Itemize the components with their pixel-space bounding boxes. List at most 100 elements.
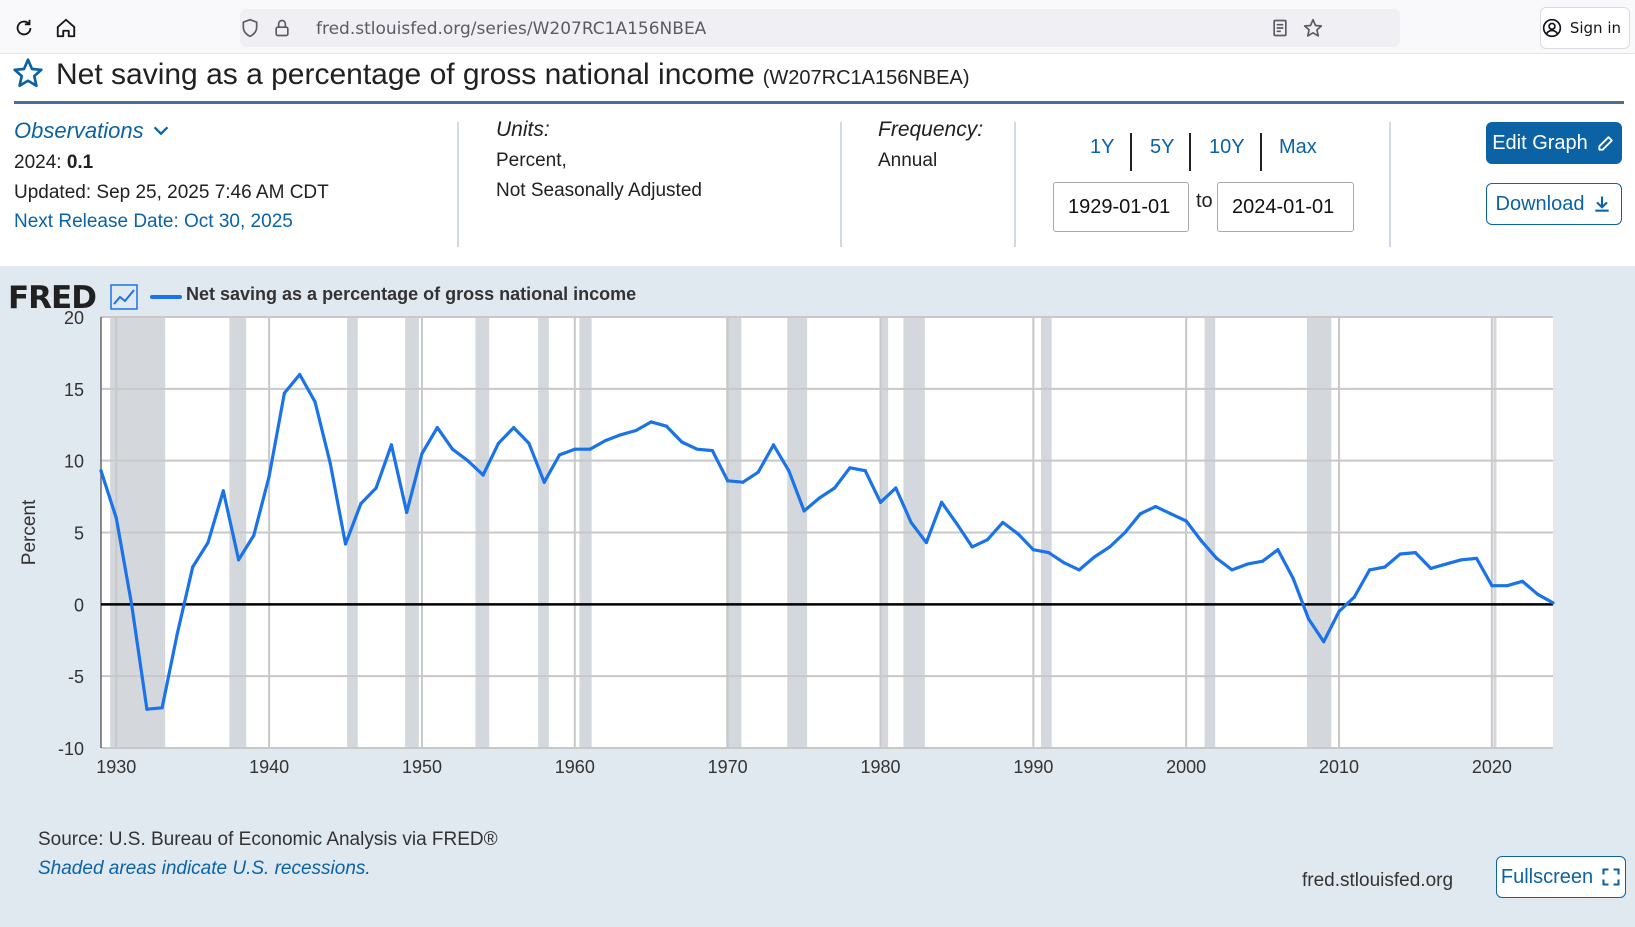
data-point — [1154, 505, 1158, 509]
data-point — [206, 540, 210, 545]
data-point — [878, 500, 883, 504]
home-icon[interactable] — [52, 14, 80, 42]
lock-icon[interactable] — [272, 18, 292, 38]
next-release-link[interactable]: Next Release Date: Oct 30, 2025 — [14, 211, 293, 232]
data-point — [466, 459, 470, 463]
data-point — [848, 466, 852, 470]
data-point — [99, 469, 103, 473]
data-point — [1536, 592, 1540, 596]
data-point — [863, 469, 867, 473]
data-point — [649, 420, 653, 424]
fullscreen-button[interactable]: Fullscreen — [1496, 856, 1626, 898]
reload-icon[interactable] — [10, 14, 38, 42]
data-point — [1108, 545, 1112, 549]
data-point — [756, 470, 760, 474]
legend-swatch — [150, 295, 182, 299]
data-point — [1383, 565, 1387, 569]
favorite-star-icon[interactable] — [12, 57, 44, 94]
data-point — [909, 520, 913, 525]
latest-year: 2024: — [14, 152, 62, 173]
data-point — [695, 447, 699, 451]
data-point — [1551, 601, 1555, 605]
data-point — [435, 426, 439, 430]
data-point — [894, 486, 898, 490]
data-point — [145, 707, 149, 711]
download-label: Download — [1495, 192, 1585, 215]
divider — [1389, 122, 1391, 247]
data-point — [221, 489, 225, 493]
data-point — [512, 426, 516, 430]
url-text: fred.stlouisfed.org/series/W207RC1A156NB… — [316, 19, 707, 39]
sign-in-button[interactable]: Sign in — [1540, 7, 1630, 49]
range-1y-button[interactable]: 1Y — [1090, 136, 1115, 158]
range-10y-button[interactable]: 10Y — [1209, 136, 1245, 158]
address-bar[interactable]: fred.stlouisfed.org/series/W207RC1A156NB… — [240, 9, 1400, 47]
y-tick-label: 15 — [64, 380, 84, 400]
latest-observation: 2024: 0.1 — [14, 152, 329, 174]
data-point — [420, 451, 424, 456]
data-point — [664, 424, 669, 428]
chevron-down-icon — [153, 126, 168, 136]
data-point — [1352, 595, 1356, 599]
data-point — [160, 706, 164, 710]
data-point — [343, 542, 348, 546]
data-point — [634, 428, 638, 433]
x-tick-label: 2010 — [1319, 757, 1359, 777]
data-point — [787, 469, 791, 473]
data-point — [588, 447, 592, 451]
range-5y-button[interactable]: 5Y — [1150, 136, 1175, 158]
data-point — [940, 500, 944, 504]
data-point — [741, 480, 745, 484]
data-point — [1398, 552, 1402, 556]
data-point — [771, 443, 776, 447]
frequency-value: Annual — [878, 150, 938, 171]
data-point — [726, 479, 730, 483]
data-point — [1429, 566, 1433, 571]
edit-graph-button[interactable]: Edit Graph — [1486, 122, 1622, 164]
data-point — [1245, 562, 1249, 566]
observations-panel: Observations 2024: 0.1 Updated: Sep 25, … — [14, 118, 329, 233]
data-point — [619, 433, 623, 437]
y-tick-label: 0 — [74, 595, 84, 615]
data-point — [985, 538, 990, 542]
data-point — [527, 441, 531, 446]
chart-container: FRED Net saving as a percentage of gross… — [0, 266, 1635, 927]
end-date-input[interactable]: 2024-01-01 — [1217, 182, 1354, 232]
observations-toggle[interactable]: Observations — [14, 118, 329, 144]
y-tick-label: -10 — [58, 739, 84, 759]
data-point — [1123, 530, 1127, 535]
start-date-input[interactable]: 1929-01-01 — [1053, 182, 1189, 232]
data-point — [1520, 579, 1525, 583]
data-point — [833, 486, 837, 490]
chart-trend-icon[interactable] — [110, 284, 138, 315]
recession-note-link[interactable]: Shaded areas indicate U.S. recessions. — [38, 858, 371, 879]
data-point — [389, 443, 393, 447]
data-point — [1474, 556, 1479, 560]
updated-text: Updated: Sep 25, 2025 7:46 AM CDT — [14, 182, 329, 203]
data-point — [114, 516, 118, 520]
range-separator — [1260, 133, 1262, 171]
range-max-button[interactable]: Max — [1279, 136, 1317, 158]
frequency-label: Frequency: — [878, 118, 984, 141]
date-range-to-label: to — [1196, 190, 1213, 212]
data-point — [557, 453, 562, 457]
x-tick-label: 1980 — [860, 757, 900, 777]
x-tick-label: 1990 — [1013, 757, 1053, 777]
data-point — [175, 631, 180, 635]
download-button[interactable]: Download — [1486, 183, 1622, 225]
edit-icon — [1598, 136, 1613, 151]
bookmark-star-icon[interactable] — [1303, 18, 1323, 38]
data-point — [802, 509, 806, 513]
data-point — [955, 522, 959, 526]
data-point — [710, 449, 714, 453]
x-tick-label: 2000 — [1166, 757, 1206, 777]
title-divider — [14, 101, 1624, 104]
reader-view-icon[interactable] — [1270, 18, 1290, 38]
data-point — [1016, 532, 1020, 536]
data-point — [1092, 555, 1097, 559]
source-text: U.S. Bureau of Economic Analysis via FRE… — [108, 829, 498, 850]
data-point — [1413, 551, 1418, 555]
shield-icon[interactable] — [240, 18, 260, 38]
frequency-panel: Frequency: Annual — [878, 118, 983, 172]
data-point — [267, 474, 271, 479]
